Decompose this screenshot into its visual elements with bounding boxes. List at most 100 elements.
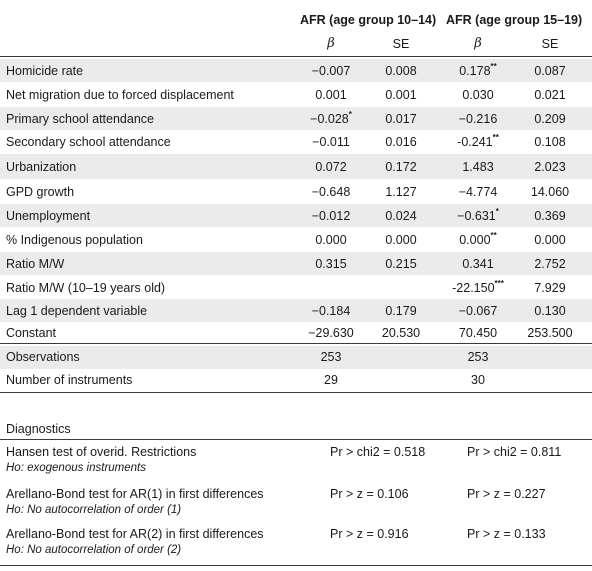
beta-1519-value: 0.030 bbox=[462, 88, 494, 102]
beta-1014-value: −0.007 bbox=[311, 64, 351, 78]
beta-1014-value: −29.630 bbox=[308, 326, 354, 340]
table-row: Ratio M/W 0.315 0.215 0.341 2.752 bbox=[0, 252, 592, 275]
beta-1519-value: 70.450 bbox=[458, 326, 498, 340]
se-1014: 0.172 bbox=[385, 160, 417, 174]
se-1014: 0.008 bbox=[385, 64, 417, 78]
beta-1519: 70.450 bbox=[438, 325, 518, 341]
table-row: Ratio M/W (10–19 years old) -22.150*** 7.9… bbox=[0, 276, 592, 299]
beta-1519: -22.150*** bbox=[438, 279, 518, 296]
table-row: GPD growth −0.648 1.127 −4.774 14.060 bbox=[0, 180, 592, 203]
beta-1014-value: 0.315 bbox=[315, 257, 347, 271]
table-row: Primary school attendance −0.028* 0.017 −0.… bbox=[0, 107, 592, 130]
se-1519: 2.752 bbox=[534, 257, 566, 271]
beta-1014-value: −0.184 bbox=[311, 304, 351, 318]
row-label: Unemployment bbox=[6, 209, 91, 223]
se-1519: 253.500 bbox=[527, 326, 573, 340]
rule-after-stats bbox=[0, 392, 592, 393]
table-row: Net migration due to forced displacement… bbox=[0, 83, 592, 106]
beta-1519: 0.030 bbox=[438, 87, 518, 103]
diagnostic-hypothesis: Ho: exogenous instruments bbox=[6, 462, 146, 474]
table-row: Secondary school attendance −0.011 0.016 -0… bbox=[0, 130, 592, 153]
diagnostic-value-1014: Pr > z = 0.106 bbox=[330, 487, 409, 501]
table-row: Homicide rate −0.007 0.008 0.178** 0.087 bbox=[0, 59, 592, 82]
beta-1014: −0.648 bbox=[296, 184, 366, 200]
se-1014: 0.016 bbox=[385, 135, 417, 149]
se-1014: 1.127 bbox=[385, 185, 417, 199]
diagnostic-label: Hansen test of overid. Restrictions bbox=[6, 445, 197, 459]
header-group2: AFR (age group 15–19) bbox=[446, 13, 583, 27]
beta-1014-value: −0.012 bbox=[311, 209, 351, 223]
se-1014: 0.215 bbox=[385, 257, 417, 271]
beta-1014-value: 0.072 bbox=[315, 160, 347, 174]
row-label: Constant bbox=[6, 326, 57, 340]
stat-row: Observations 253 253 bbox=[0, 346, 592, 369]
table-row: Urbanization 0.072 0.172 1.483 2.023 bbox=[0, 154, 592, 179]
stat-value-1014: 253 bbox=[320, 350, 342, 364]
diagnostic-value-1014: Pr > chi2 = 0.518 bbox=[330, 445, 426, 459]
beta-1519-value: −0.216 bbox=[458, 112, 498, 126]
beta-1519-value: 0.000 bbox=[459, 233, 491, 247]
stat-label: Observations bbox=[6, 350, 80, 364]
beta-1519-value: 0.178 bbox=[459, 64, 491, 78]
row-label: Secondary school attendance bbox=[6, 135, 171, 149]
beta-1519: 0.178** bbox=[438, 62, 518, 79]
row-label: GPD growth bbox=[6, 185, 75, 199]
diagnostic-label: Arellano-Bond test for AR(1) in first di… bbox=[6, 487, 264, 501]
table-row: Constant −29.630 20.530 70.450 253.500 bbox=[0, 323, 592, 343]
table-row: % Indigenous population 0.000 0.000 0.000**… bbox=[0, 228, 592, 251]
header-beta-2: β bbox=[474, 36, 482, 51]
beta-1519: 1.483 bbox=[438, 159, 518, 175]
beta-1519-value: −0.067 bbox=[458, 304, 498, 318]
diagnostic-label: Arellano-Bond test for AR(2) in first di… bbox=[6, 527, 264, 541]
beta-1519-value: −0.631 bbox=[457, 209, 496, 223]
diagnostic-value-1519: Pr > z = 0.227 bbox=[467, 487, 546, 501]
se-1014: 0.000 bbox=[385, 233, 417, 247]
diagnostic-row: Hansen test of overid. Restrictions Ho: e… bbox=[0, 442, 592, 480]
se-1519: 0.087 bbox=[534, 64, 566, 78]
beta-1519: -0.241** bbox=[438, 132, 518, 150]
se-1519: 0.000 bbox=[534, 233, 566, 247]
row-label: Urbanization bbox=[6, 160, 77, 174]
row-label: Primary school attendance bbox=[6, 112, 154, 126]
significance-stars: * bbox=[348, 109, 352, 119]
diagnostic-value-1519: Pr > chi2 = 0.811 bbox=[467, 445, 562, 459]
se-1519: 0.021 bbox=[534, 88, 566, 102]
se-1014: 0.017 bbox=[385, 112, 417, 126]
row-label: Homicide rate bbox=[6, 64, 84, 78]
diagnostic-value-1014: Pr > z = 0.916 bbox=[330, 527, 409, 541]
header-se-1: SE bbox=[392, 37, 410, 51]
stat-label: Number of instruments bbox=[6, 373, 133, 387]
diagnostic-row: Arellano-Bond test for AR(1) in first di… bbox=[0, 484, 592, 522]
row-label: % Indigenous population bbox=[6, 233, 143, 247]
se-1014: 0.024 bbox=[385, 209, 417, 223]
beta-1519: −0.067 bbox=[438, 303, 518, 319]
rule-bottom bbox=[0, 565, 592, 566]
beta-1519: −4.774 bbox=[438, 184, 518, 200]
beta-1519: −0.216 bbox=[438, 111, 518, 127]
table-row: Lag 1 dependent variable −0.184 0.179 −0.06… bbox=[0, 299, 592, 322]
diagnostics-title: Diagnostics bbox=[6, 422, 71, 436]
se-1014: 0.001 bbox=[385, 88, 417, 102]
beta-1014: −0.011 bbox=[296, 134, 366, 150]
stat-value-1519: 30 bbox=[471, 373, 485, 387]
se-1014: 20.530 bbox=[381, 326, 421, 340]
diagnostic-row: Arellano-Bond test for AR(2) in first di… bbox=[0, 524, 592, 562]
se-1519: 2.023 bbox=[534, 160, 566, 174]
significance-stars: ** bbox=[492, 132, 499, 142]
row-label: Net migration due to forced displacement bbox=[6, 88, 234, 102]
beta-1014: 0.001 bbox=[296, 87, 366, 103]
beta-1014: 0.315 bbox=[296, 256, 366, 272]
beta-1519: 0.341 bbox=[438, 256, 518, 272]
header-beta-1: β bbox=[327, 36, 335, 51]
se-1014: 0.179 bbox=[385, 304, 417, 318]
stat-value-1519: 253 bbox=[467, 350, 489, 364]
header-group1: AFR (age group 10–14) bbox=[300, 13, 437, 27]
stat-value-1014: 29 bbox=[324, 373, 338, 387]
rule-top bbox=[0, 56, 592, 57]
diagnostic-hypothesis: Ho: No autocorrelation of order (2) bbox=[6, 544, 182, 556]
stat-row: Number of instruments 29 30 bbox=[0, 369, 592, 392]
row-label: Ratio M/W bbox=[6, 257, 65, 271]
beta-1519-value: -0.241 bbox=[457, 135, 493, 149]
header-se-2: SE bbox=[541, 37, 559, 51]
se-1519: 7.929 bbox=[534, 281, 566, 295]
